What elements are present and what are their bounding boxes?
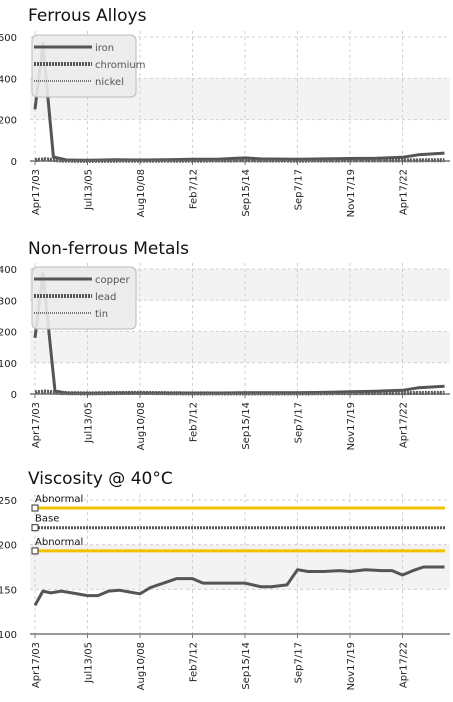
x-tick-label: Jul13/05 <box>84 642 95 684</box>
legend-entry: copper <box>95 275 130 286</box>
series-line <box>34 157 445 163</box>
chart-title: Non-ferrous Metals <box>28 239 190 259</box>
x-tick-label: Aug10/08 <box>136 402 147 450</box>
x-tick-label: Aug10/08 <box>136 169 147 217</box>
x-tick-label: Apr17/03 <box>31 402 42 448</box>
reference-label: Base <box>35 514 59 525</box>
y-tick-label: 200 <box>0 541 17 552</box>
y-tick-label: 250 <box>0 496 17 507</box>
x-tick-label: Feb7/12 <box>189 169 200 209</box>
x-tick-label: Apr17/22 <box>399 169 410 215</box>
non-ferrous-metals-panel: Non-ferrous Metals 0 100 200 300 400 Apr17/03… <box>0 235 453 470</box>
x-tick-label: Feb7/12 <box>189 642 200 682</box>
y-tick-label: 600 <box>0 33 17 44</box>
x-tick-label: Sep15/14 <box>241 402 252 450</box>
series-line <box>33 565 445 607</box>
x-tick-label: Jul13/05 <box>84 169 95 211</box>
y-tick-label: 200 <box>0 328 17 339</box>
x-tick-label: Jul13/05 <box>84 402 95 444</box>
y-tick-label: 150 <box>0 585 17 596</box>
y-tick-label: 300 <box>0 296 17 307</box>
x-tick-label: Apr17/03 <box>31 642 42 688</box>
y-tick-label: 0 <box>11 157 17 168</box>
viscosity-chart: 100 150 200 250 Apr17/03 Jul13/05 Aug10/08 Feb7… <box>0 494 450 690</box>
x-tick-label: Nov17/19 <box>346 402 357 450</box>
y-tick-label: 400 <box>0 74 17 85</box>
reference-marker <box>31 547 39 555</box>
legend-entry: tin <box>95 309 108 320</box>
y-tick-label: 100 <box>0 630 17 641</box>
ferrous-alloys-chart: 0 200 400 600 Apr17/03 Jul13/05 Aug10/08 Feb7/1… <box>0 31 450 217</box>
legend-entry: chromium <box>95 60 145 71</box>
series-line <box>34 389 445 396</box>
x-tick-label: Sep15/14 <box>241 169 252 217</box>
x-tick-label: Nov17/19 <box>346 642 357 690</box>
x-tick-label: Aug10/08 <box>136 642 147 690</box>
legend-entry: nickel <box>95 77 124 88</box>
y-tick-label: 200 <box>0 116 17 127</box>
x-tick-label: Feb7/12 <box>189 402 200 442</box>
reference-label: Abnormal <box>35 494 83 505</box>
y-tick-label: 100 <box>0 359 17 370</box>
x-tick-label: Sep15/14 <box>241 642 252 690</box>
x-tick-label: Sep7/17 <box>294 402 305 443</box>
y-tick-label: 400 <box>0 265 17 276</box>
x-tick-label: Apr17/22 <box>399 402 410 448</box>
reference-label: Abnormal <box>35 537 83 548</box>
x-tick-label: Sep7/17 <box>294 169 305 210</box>
grid-band <box>30 331 450 363</box>
legend-entry: iron <box>95 43 114 54</box>
reference-marker <box>31 524 39 532</box>
legend-entry: lead <box>95 292 116 303</box>
x-tick-label: Apr17/03 <box>31 169 42 215</box>
chart-title: Viscosity @ 40°C <box>28 469 173 489</box>
x-tick-label: Nov17/19 <box>346 169 357 217</box>
viscosity-panel: Viscosity @ 40°C 100 150 200 250 Apr17/03 Jul… <box>0 467 453 702</box>
ferrous-alloys-panel: Ferrous Alloys 0 200 400 600 Apr17/03 Jul13/0… <box>0 0 453 235</box>
y-tick-label: 0 <box>11 390 17 401</box>
non-ferrous-metals-chart: 0 100 200 300 400 Apr17/03 Jul13/05 Aug10/08 Feb… <box>0 263 450 450</box>
reference-marker <box>31 504 39 512</box>
x-tick-label: Sep7/17 <box>294 642 305 683</box>
chart-title: Ferrous Alloys <box>28 6 147 26</box>
x-tick-label: Apr17/22 <box>399 642 410 688</box>
